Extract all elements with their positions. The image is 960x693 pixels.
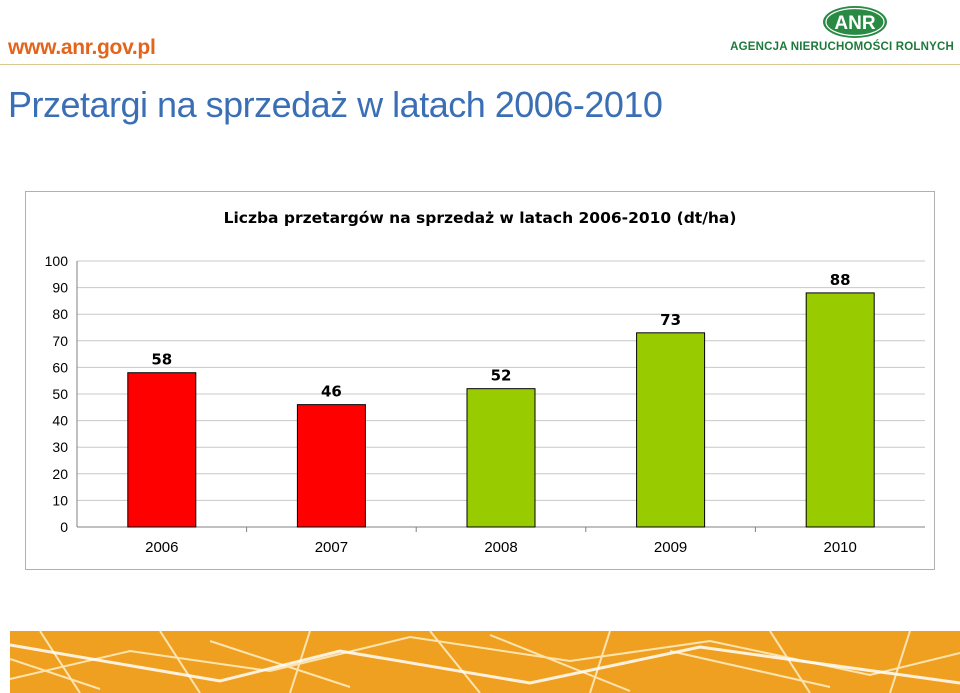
bar-2010 <box>805 292 875 528</box>
y-tick-label: 30 <box>52 439 68 455</box>
bar-2006 <box>127 372 197 528</box>
data-label: 73 <box>660 311 681 329</box>
bar-2009 <box>636 332 706 528</box>
anr-logo: ANR <box>823 6 887 38</box>
y-tick-label: 100 <box>45 253 69 269</box>
y-tick-label: 50 <box>52 386 68 402</box>
data-label: 52 <box>491 367 512 385</box>
y-tick-label: 0 <box>60 519 68 535</box>
x-tick-label: 2007 <box>315 539 348 556</box>
y-tick-label: 60 <box>52 359 68 375</box>
data-label: 88 <box>830 271 851 289</box>
y-tick-label: 70 <box>52 333 68 349</box>
bar-2007 <box>296 404 366 528</box>
site-url[interactable]: www.anr.gov.pl <box>8 36 156 59</box>
x-tick-label: 2006 <box>145 539 178 556</box>
logo-text: ANR <box>834 13 875 34</box>
page-title: Przetargi na sprzedaż w latach 2006-2010 <box>8 84 663 125</box>
x-tick-label: 2010 <box>824 539 857 556</box>
bar-2008 <box>466 388 536 528</box>
data-label: 58 <box>151 351 172 369</box>
chart-title: Liczba przetargów na sprzedaż w latach 2… <box>223 209 737 227</box>
y-tick-label: 10 <box>52 492 68 508</box>
y-tick-label: 20 <box>52 466 68 482</box>
data-label: 46 <box>321 383 342 401</box>
y-tick-label: 90 <box>52 280 68 296</box>
agency-name: AGENCJA NIERUCHOMOŚCI ROLNYCH <box>730 41 954 53</box>
footer-map-decoration <box>10 631 960 693</box>
header-divider <box>0 64 960 65</box>
x-tick-label: 2009 <box>654 539 687 556</box>
y-tick-label: 80 <box>52 306 68 322</box>
x-tick-label: 2008 <box>484 539 517 556</box>
y-tick-label: 40 <box>52 413 68 429</box>
